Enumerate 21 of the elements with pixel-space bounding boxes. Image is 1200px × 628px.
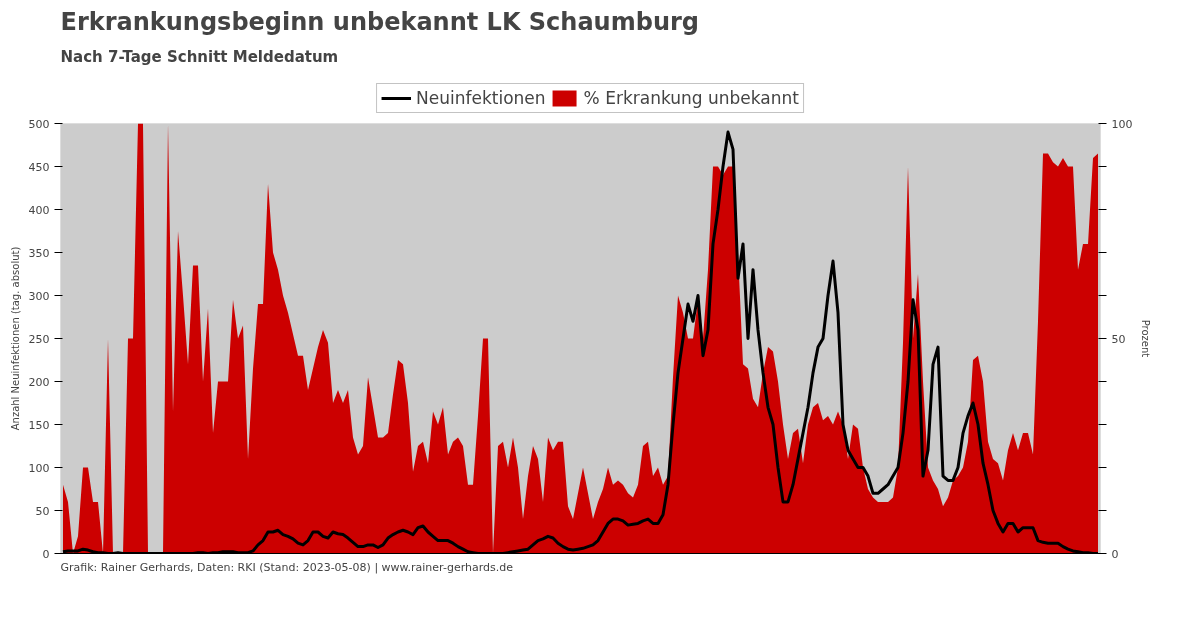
y2-tick-label: 50 <box>1111 332 1126 346</box>
y-tick-label: 450 <box>28 160 50 174</box>
chart-title: Erkrankungsbeginn unbekannt LK Schaumburg <box>60 7 699 36</box>
text: Grafik: Rainer Gerhards, Daten: RKI (Stand: 2023-05-08) | www.rainer-gerhards.de <box>60 560 514 574</box>
y-tick-label: 100 <box>28 461 50 475</box>
y-tick-label: 50 <box>35 504 50 518</box>
y-tick-label: 500 <box>28 117 50 131</box>
y-tick-label: 200 <box>28 375 50 389</box>
y-tick-label: 300 <box>28 289 50 303</box>
y2-tick-label: 0 <box>1111 547 1119 561</box>
y-tick-label: 350 <box>28 246 50 260</box>
y-tick-label: 400 <box>28 203 50 217</box>
y-tick-label: 150 <box>28 418 50 432</box>
legend-label: Neuinfektionen <box>416 88 546 108</box>
y-tick-label: 0 <box>42 547 50 561</box>
y-axis-title: Anzahl Neuinfektionen (tag. absolut) <box>9 246 21 431</box>
y2-tick-label: 100 <box>1111 117 1133 131</box>
chart-subtitle: Nach 7-Tage Schnitt Meldedatum <box>60 47 339 66</box>
y-tick-label: 250 <box>28 332 50 346</box>
y2-axis-title: Prozent <box>1140 319 1152 358</box>
legend-label: % Erkrankung unbekannt <box>583 88 799 108</box>
